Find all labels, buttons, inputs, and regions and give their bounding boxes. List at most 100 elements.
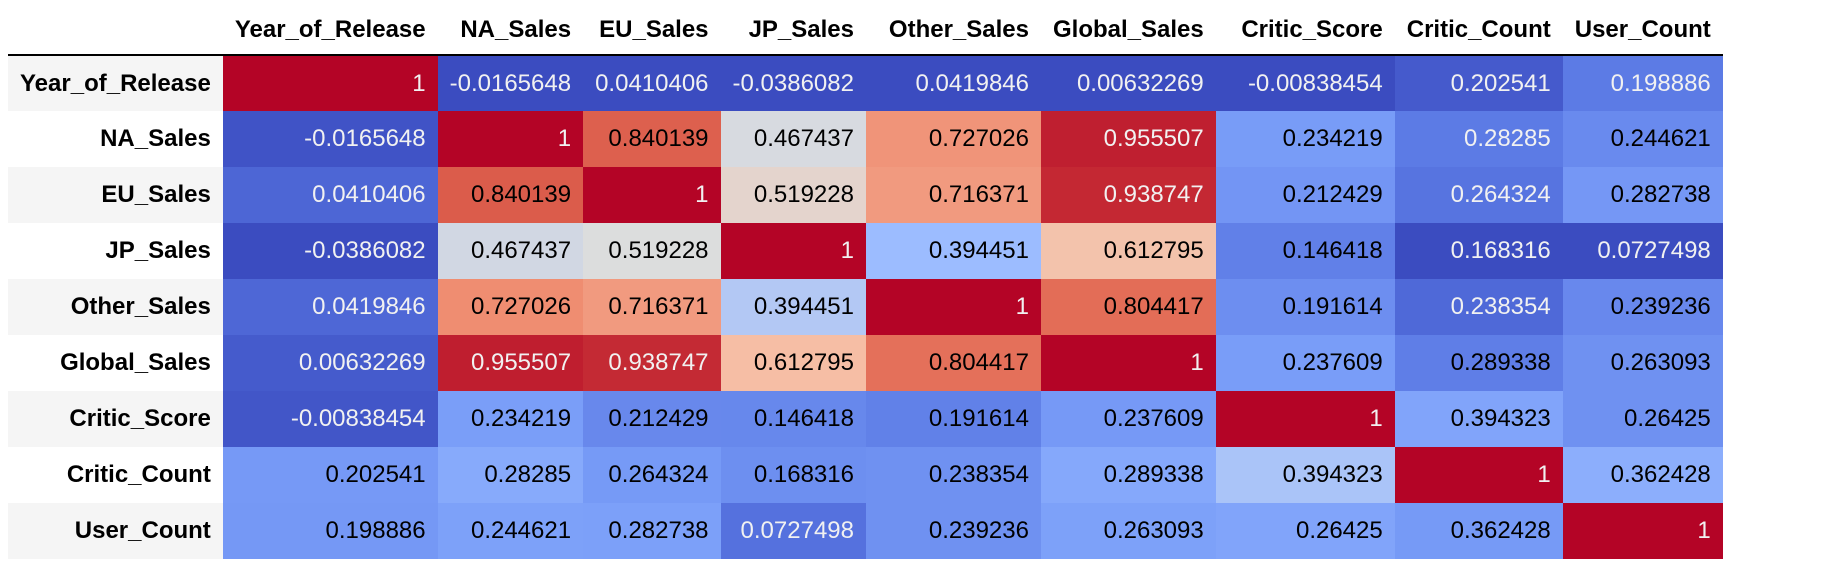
heatmap-cell: 0.146418 xyxy=(720,391,866,447)
column-header: Critic_Count xyxy=(1394,0,1563,56)
heatmap-cell: 0.289338 xyxy=(1394,335,1563,391)
heatmap-cell: 0.237609 xyxy=(1040,391,1216,447)
heatmap-cell: 0.467437 xyxy=(720,111,866,167)
heatmap-cell: 0.263093 xyxy=(1040,503,1216,559)
column-header: User_Count xyxy=(1562,0,1723,56)
heatmap-row: EU_Sales 0.0410406 0.840139 1 0.519228 0.7163… xyxy=(8,167,1723,223)
column-header: Year_of_Release xyxy=(222,0,438,56)
heatmap-cell: 0.612795 xyxy=(720,335,866,391)
heatmap-cell: 0.263093 xyxy=(1562,335,1723,391)
column-header: NA_Sales xyxy=(437,0,584,56)
heatmap-cell: 0.804417 xyxy=(865,335,1041,391)
column-header: EU_Sales xyxy=(583,0,721,56)
column-header: JP_Sales xyxy=(720,0,866,56)
heatmap-cell: 0.198886 xyxy=(1562,55,1723,111)
heatmap-row: User_Count 0.198886 0.244621 0.282738 0.0727… xyxy=(8,503,1723,559)
heatmap-cell: -0.0386082 xyxy=(222,223,438,279)
heatmap-cell: -0.0386082 xyxy=(720,55,866,111)
heatmap-cell: 0.191614 xyxy=(865,391,1041,447)
heatmap-cell: 0.00632269 xyxy=(222,335,438,391)
heatmap-cell: 0.519228 xyxy=(720,167,866,223)
column-header: Other_Sales xyxy=(865,0,1041,56)
heatmap-cell: 0.244621 xyxy=(437,503,584,559)
heatmap-cell: 0.612795 xyxy=(1040,223,1216,279)
row-header: Critic_Count xyxy=(66,461,211,488)
heatmap-cell: -0.0165648 xyxy=(222,111,438,167)
heatmap-cell: 0.264324 xyxy=(1394,167,1563,223)
heatmap-body: Year_of_Release 1 -0.0165648 0.0410406 -0.03… xyxy=(8,55,1723,559)
heatmap-cell: 1 xyxy=(720,223,866,279)
heatmap-cell: 0.955507 xyxy=(437,335,584,391)
heatmap-cell: 0.394451 xyxy=(865,223,1041,279)
heatmap-cell: 0.716371 xyxy=(583,279,721,335)
column-header: Global_Sales xyxy=(1040,0,1216,56)
row-header: JP_Sales xyxy=(105,237,211,264)
heatmap-cell: 0.234219 xyxy=(1215,111,1395,167)
heatmap-row: Year_of_Release 1 -0.0165648 0.0410406 -0.03… xyxy=(8,55,1723,111)
heatmap-cell: 0.394323 xyxy=(1215,447,1395,503)
heatmap-cell: 1 xyxy=(865,279,1041,335)
heatmap-cell: 0.00632269 xyxy=(1040,55,1216,111)
heatmap-cell: -0.00838454 xyxy=(222,391,438,447)
heatmap-cell: 0.26425 xyxy=(1562,391,1723,447)
heatmap-cell: 0.394323 xyxy=(1394,391,1563,447)
row-header: Global_Sales xyxy=(60,349,211,376)
heatmap-cell: 0.840139 xyxy=(583,111,721,167)
heatmap-cell: 0.168316 xyxy=(1394,223,1563,279)
heatmap-cell: 0.727026 xyxy=(865,111,1041,167)
heatmap-cell: -0.00838454 xyxy=(1215,55,1395,111)
heatmap-cell: 0.237609 xyxy=(1215,335,1395,391)
heatmap-cell: 0.840139 xyxy=(437,167,584,223)
heatmap-row: Other_Sales 0.0419846 0.727026 0.716371 0.39… xyxy=(8,279,1723,335)
heatmap-cell: 0.938747 xyxy=(1040,167,1216,223)
heatmap-cell: 0.394451 xyxy=(720,279,866,335)
heatmap-cell: 0.289338 xyxy=(1040,447,1216,503)
heatmap-cell: 0.0410406 xyxy=(222,167,438,223)
corner-cell xyxy=(8,0,223,56)
heatmap-cell: -0.0165648 xyxy=(437,55,584,111)
heatmap-cell: 1 xyxy=(437,111,584,167)
heatmap-cell: 0.239236 xyxy=(1562,279,1723,335)
heatmap-cell: 0.0727498 xyxy=(1562,223,1723,279)
column-header-row: Year_of_Release NA_Sales EU_Sales JP_Sales O… xyxy=(8,0,1723,56)
heatmap-cell: 0.727026 xyxy=(437,279,584,335)
heatmap-cell: 1 xyxy=(583,167,721,223)
heatmap-cell: 0.202541 xyxy=(222,447,438,503)
heatmap-cell: 0.804417 xyxy=(1040,279,1216,335)
heatmap-cell: 1 xyxy=(1394,447,1563,503)
heatmap-cell: 0.467437 xyxy=(437,223,584,279)
heatmap-cell: 0.716371 xyxy=(865,167,1041,223)
heatmap-cell: 0.28285 xyxy=(1394,111,1563,167)
heatmap-cell: 0.362428 xyxy=(1562,447,1723,503)
heatmap-cell: 0.234219 xyxy=(437,391,584,447)
heatmap-cell: 0.955507 xyxy=(1040,111,1216,167)
heatmap-cell: 1 xyxy=(1562,503,1723,559)
heatmap-cell: 0.264324 xyxy=(583,447,721,503)
heatmap-cell: 1 xyxy=(1040,335,1216,391)
row-header: Year_of_Release xyxy=(8,55,223,111)
heatmap-cell: 0.0410406 xyxy=(583,55,721,111)
row-header: Other_Sales xyxy=(8,279,223,335)
row-header: Critic_Score xyxy=(8,391,223,447)
heatmap-cell: 0.191614 xyxy=(1215,279,1395,335)
heatmap-row: Critic_Count 0.202541 0.28285 0.264324 0.168… xyxy=(8,447,1723,503)
heatmap-cell: 0.0419846 xyxy=(222,279,438,335)
row-header: NA_Sales xyxy=(100,125,211,152)
heatmap-cell: 0.282738 xyxy=(583,503,721,559)
heatmap-cell: 0.146418 xyxy=(1215,223,1395,279)
heatmap-cell: 0.202541 xyxy=(1394,55,1563,111)
heatmap-cell: 0.938747 xyxy=(583,335,721,391)
heatmap-cell: 0.198886 xyxy=(222,503,438,559)
column-header: Critic_Score xyxy=(1215,0,1395,56)
heatmap-row: NA_Sales -0.0165648 1 0.840139 0.467437 0.727… xyxy=(8,111,1723,167)
row-header: EU_Sales xyxy=(8,167,223,223)
heatmap-cell: 0.26425 xyxy=(1215,503,1395,559)
heatmap-cell: 0.519228 xyxy=(583,223,721,279)
heatmap-cell: 0.0727498 xyxy=(720,503,866,559)
heatmap-cell: 1 xyxy=(222,55,438,111)
correlation-heatmap-table: Year_of_Release NA_Sales EU_Sales JP_Sales O… xyxy=(8,0,1723,559)
heatmap-cell: 0.239236 xyxy=(865,503,1041,559)
heatmap-cell: 0.238354 xyxy=(865,447,1041,503)
heatmap-cell: 0.212429 xyxy=(1215,167,1395,223)
heatmap-cell: 0.0419846 xyxy=(865,55,1041,111)
